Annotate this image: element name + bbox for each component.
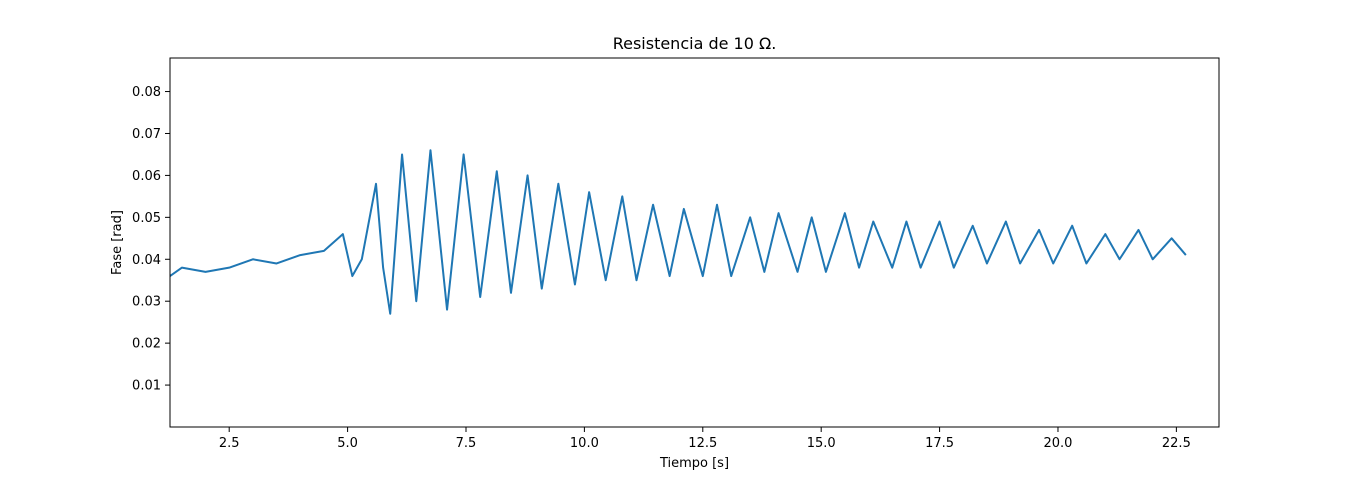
- y-tick-label: 0.06: [132, 169, 161, 184]
- x-axis: 2.5 5.0 7.5 10.0 12.5 15.0 17.5 20.0 22.5: [219, 427, 1191, 451]
- x-tick-label: 20.0: [1044, 436, 1073, 451]
- x-tick-label: 5.0: [337, 436, 358, 451]
- y-tick-label: 0.08: [132, 85, 161, 100]
- y-axis: 0.01 0.02 0.03 0.04 0.05 0.06 0.07 0.08: [132, 85, 170, 394]
- x-tick-label: 17.5: [925, 436, 954, 451]
- y-tick-label: 0.04: [132, 253, 161, 268]
- y-tick-label: 0.07: [132, 127, 161, 142]
- series-layer: [169, 149, 1187, 315]
- x-tick-label: 2.5: [219, 436, 240, 451]
- y-tick-label: 0.01: [132, 379, 161, 394]
- plot-area: [169, 57, 1220, 428]
- plot-background: [170, 58, 1219, 427]
- x-axis-label: Tiempo [s]: [659, 456, 729, 471]
- x-tick-label: 22.5: [1162, 436, 1191, 451]
- x-tick-label: 7.5: [456, 436, 477, 451]
- x-tick-label: 12.5: [688, 436, 717, 451]
- series-line: [169, 149, 1187, 315]
- y-tick-label: 0.03: [132, 295, 161, 310]
- y-tick-label: 0.02: [132, 337, 161, 352]
- x-tick-label: 10.0: [570, 436, 599, 451]
- plot-frame: [169, 57, 1220, 428]
- y-tick-label: 0.05: [132, 211, 161, 226]
- y-axis-label: Fase [rad]: [110, 210, 125, 275]
- x-tick-label: 15.0: [807, 436, 836, 451]
- chart-title: Resistencia de 10 Ω.: [613, 34, 777, 53]
